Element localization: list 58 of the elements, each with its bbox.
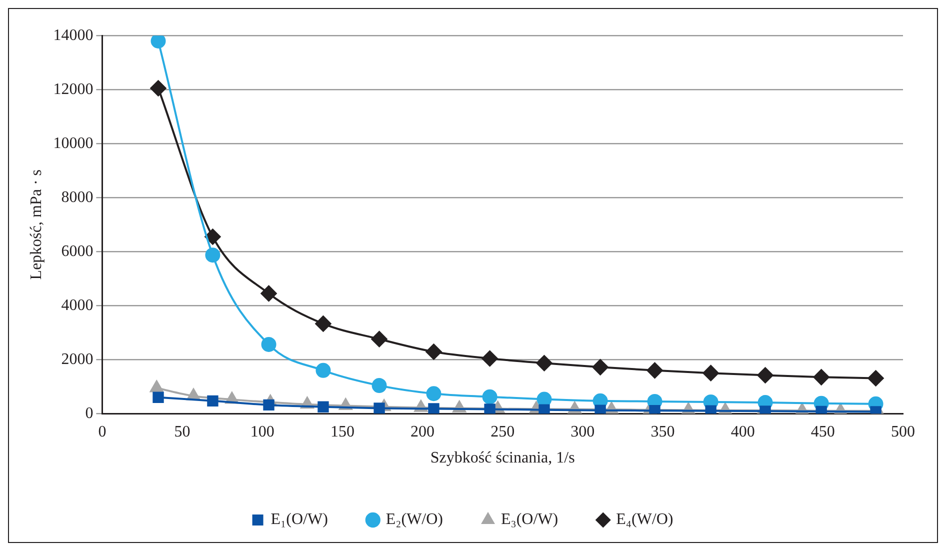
x-tick-label: 150: [330, 423, 354, 440]
y-tick-label: 10000: [53, 134, 94, 152]
point: [482, 350, 498, 367]
point: [371, 331, 388, 348]
point: [150, 380, 164, 392]
x-tick-label: 50: [174, 423, 190, 440]
point: [263, 399, 274, 411]
x-axis-title: Szybkość ścinania, 1/s: [430, 450, 575, 467]
point: [594, 404, 606, 414]
legend-label: E₄(W/O): [616, 511, 674, 528]
x-tick-label: 400: [730, 423, 755, 440]
point: [204, 228, 221, 245]
point: [868, 370, 884, 386]
point: [316, 362, 331, 378]
point: [702, 365, 719, 382]
point: [482, 389, 498, 404]
point: [428, 403, 440, 414]
point: [150, 36, 166, 48]
point: [207, 395, 218, 407]
point: [426, 344, 442, 360]
legend-label: E₃(O/W): [501, 511, 558, 528]
y-axis-title: Lepkość, mPa · s: [28, 170, 45, 280]
point: [372, 378, 387, 394]
x-tick-label: 300: [570, 423, 595, 440]
x-tick-label: 0: [98, 423, 106, 440]
y-tick-label: 0: [85, 404, 94, 422]
x-tick-label: 500: [891, 423, 915, 440]
y-tick-label: 12000: [53, 80, 94, 98]
x-tick-label: 200: [410, 423, 435, 440]
point: [150, 80, 166, 96]
point: [315, 316, 332, 332]
y-tick-label: 2000: [61, 350, 94, 368]
point: [536, 355, 552, 372]
x-tick-label: 350: [650, 423, 675, 440]
point: [205, 248, 220, 263]
point: [484, 404, 496, 414]
y-tick-label: 8000: [61, 188, 94, 206]
point: [318, 401, 329, 412]
y-tick-label: 14000: [53, 26, 94, 44]
point: [757, 367, 774, 384]
x-tick-label: 250: [490, 423, 515, 440]
point: [813, 369, 830, 386]
point: [260, 285, 277, 302]
point: [426, 386, 442, 402]
y-tick-label: 6000: [61, 242, 94, 260]
point: [705, 405, 716, 414]
point: [649, 405, 660, 414]
point: [261, 336, 276, 352]
point: [538, 404, 550, 414]
point: [592, 359, 608, 376]
x-tick-label: 100: [250, 423, 274, 440]
legend-label: E₂(W/O): [386, 511, 443, 528]
y-tick-label: 4000: [61, 296, 94, 314]
point: [374, 402, 385, 414]
point: [646, 362, 663, 378]
legend-label: E₁(O/W): [270, 511, 328, 528]
x-tick-label: 450: [810, 423, 835, 440]
point: [152, 392, 164, 403]
